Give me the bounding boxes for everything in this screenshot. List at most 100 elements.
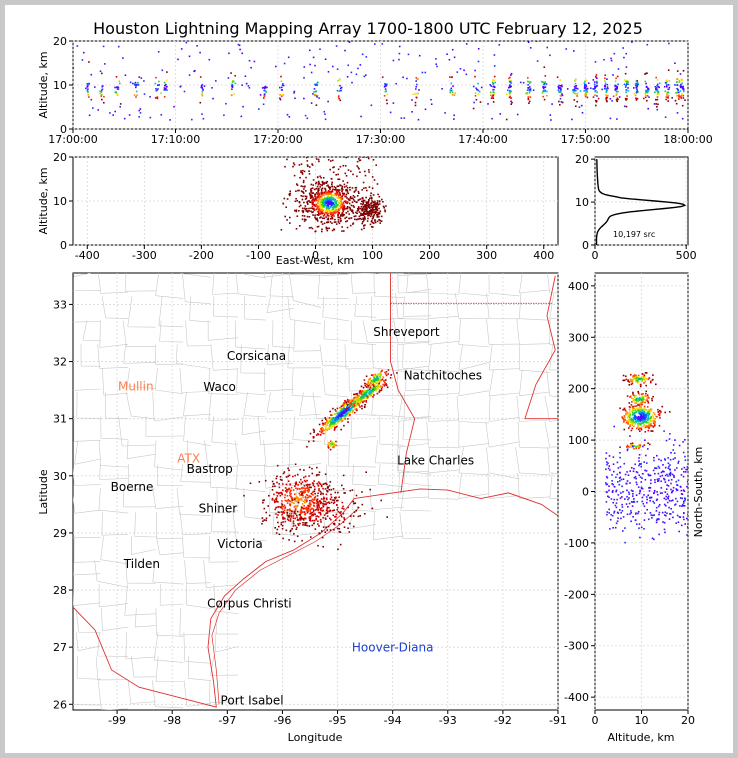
ns-source-point [658,513,660,516]
ew-source-point [362,197,364,200]
ew-source-point [304,198,307,200]
map-source-point [280,521,283,524]
time-source-point [584,94,587,96]
ew-source-point [376,206,378,208]
parish-line [458,370,490,397]
ns-source-point [648,377,651,379]
ns-source-point [673,452,676,454]
map-source-point [334,420,337,422]
map-source-point [300,512,302,515]
map-source-point [322,427,324,429]
ns-source-point [640,402,642,404]
ew-source-point [338,189,341,191]
ew-source-point [329,186,332,189]
ew-source-point [331,213,333,215]
map-source-point [261,522,263,525]
time-source-point [293,92,295,94]
ew-source-point [345,193,348,196]
map-source-point [289,504,292,507]
ew-source-point [342,188,344,191]
map-source-point [294,463,297,466]
time-source-point [155,88,157,90]
ns-source-point [647,494,649,497]
ns-source-point [643,409,646,411]
time-source-point [114,86,116,89]
time-source-point [666,86,668,88]
time-source-point [309,49,311,52]
time-source-point [519,81,522,84]
time-source-point [597,97,600,100]
ew-source-point [353,196,356,198]
ew-source-point [374,203,376,206]
map-source-point [330,442,332,445]
time-source-point [645,85,648,88]
ns-source-point [605,475,608,478]
parish-line [397,273,429,294]
time-source-point [585,92,587,95]
ew-source-point [365,213,367,215]
county-line [208,392,239,421]
ew-source-point [331,159,334,162]
county-line [266,344,294,365]
time-source-point [677,88,679,91]
time-source-point [636,97,639,100]
map-source-point [308,516,311,518]
map-x-tick-label: -94 [384,714,402,727]
map-source-point [365,397,367,399]
map-source-point [346,410,348,412]
time-source-point [557,86,560,88]
map-source-point [309,519,311,522]
time-source-point [529,86,531,88]
ns-source-point [680,474,683,476]
ew-source-point [310,207,312,209]
map-source-point [320,484,323,487]
county-line [289,273,322,276]
ew-source-point [378,195,381,198]
ew-source-point [365,204,367,206]
barrier-island-coastline [211,506,360,705]
ns-source-point [624,527,626,529]
map-source-point [318,474,320,476]
ns-source-point [652,422,655,425]
map-source-point [271,480,274,483]
ew-source-point [371,187,374,189]
map-source-point [290,486,293,489]
ew-source-point [293,157,295,158]
ns-source-point [687,513,688,516]
ns-source-point [637,398,640,400]
ns-source-point [664,481,667,483]
county-line [156,248,183,269]
ns-source-point [672,489,674,492]
time-source-point [592,79,595,81]
map-source-point [272,485,274,488]
ew-source-point [343,213,345,216]
ew-source-point [310,187,312,190]
map-source-point [327,507,329,509]
map-source-point [354,393,356,396]
ew-source-point [363,210,366,213]
map-x-tick-label: -97 [218,714,236,727]
map-source-point [340,515,343,518]
ns-source-point [637,404,639,406]
ew-source-point [336,185,339,188]
map-source-point [335,496,337,499]
time-x-tick-label: 17:40:00 [458,133,507,146]
ew-source-point [323,182,326,184]
time-source-point [509,84,511,86]
time-source-point [614,89,616,91]
ew-source-point [319,195,322,198]
ew-source-point [318,206,320,208]
time-source-point [636,80,638,82]
time-source-point [646,72,648,74]
map-source-point [385,373,387,375]
map-source-point [380,385,382,387]
map-source-point [349,489,352,492]
map-source-point [355,494,358,497]
map-source-point [363,400,365,403]
ns-source-point [684,523,686,525]
map-source-point [314,496,316,499]
county-line [263,368,294,392]
ew-y-tick-label: 0 [60,239,67,252]
ew-source-point [335,188,337,191]
map-source-point [328,488,330,491]
